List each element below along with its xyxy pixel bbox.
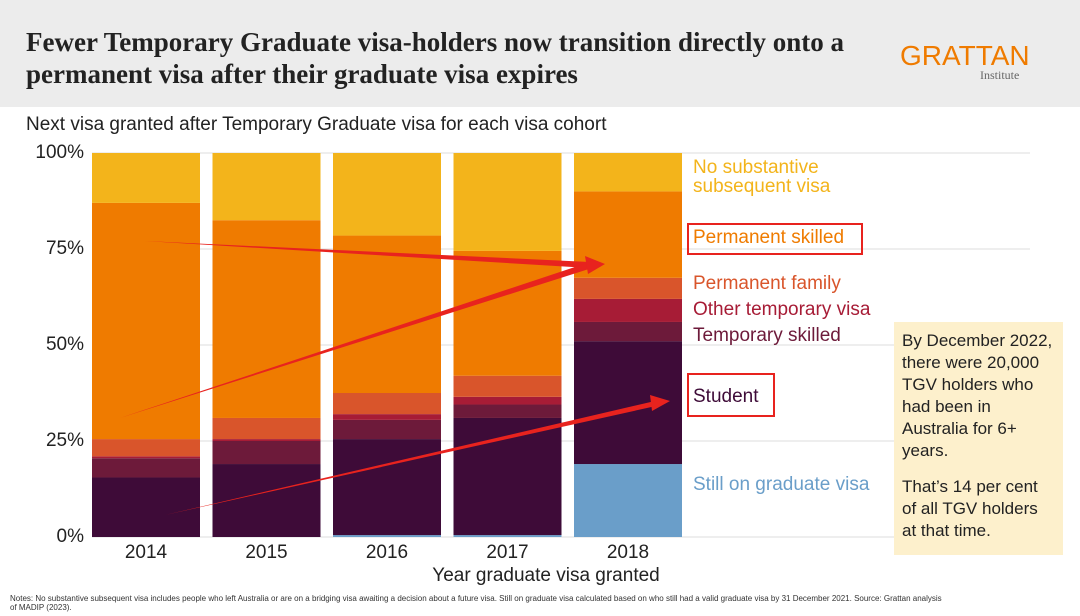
bar-segment xyxy=(453,535,562,537)
annotation: That’s 14 per cent of all TGV holders at… xyxy=(902,477,1038,540)
header-band xyxy=(0,0,1080,107)
y-tick-label: 25% xyxy=(46,430,84,451)
brand-sub: Institute xyxy=(980,68,1020,82)
callouts xyxy=(687,223,863,417)
chart-title: Fewer Temporary Graduate visa-holders no… xyxy=(26,27,844,89)
arrows xyxy=(120,241,670,515)
x-tick-label: 2016 xyxy=(366,542,408,563)
arrow xyxy=(120,262,592,418)
callout-box xyxy=(687,373,775,417)
bar-segment xyxy=(212,441,321,465)
bar-segment xyxy=(453,250,562,376)
bar-segment xyxy=(333,414,441,420)
bar-segment xyxy=(453,396,562,405)
arrow xyxy=(145,241,590,268)
subtitle: Next visa granted after Temporary Gradua… xyxy=(26,114,607,135)
bar-segment xyxy=(574,153,682,192)
arrowhead xyxy=(585,256,605,274)
bar-segment xyxy=(574,464,682,537)
y-tick-label: 0% xyxy=(57,526,85,547)
legend-label: Permanent skilled xyxy=(693,227,845,248)
legend-label: Still on graduate visa xyxy=(693,474,870,495)
bar-segment xyxy=(453,153,562,251)
notes: Notes: No substantive subsequent visa in… xyxy=(10,594,942,612)
bar-segment xyxy=(453,375,562,397)
bar-segment xyxy=(333,235,441,393)
bar-segment xyxy=(92,439,200,457)
x-tick-label: 2015 xyxy=(245,542,287,563)
x-tick-label: 2017 xyxy=(486,542,528,563)
bar-segment xyxy=(212,220,321,418)
bar-segment xyxy=(453,404,562,418)
x-tick-label: 2014 xyxy=(125,542,168,563)
arrowhead xyxy=(650,395,670,411)
bar-segment xyxy=(92,202,200,440)
arrow xyxy=(165,401,656,515)
bar-segment xyxy=(333,419,441,440)
bar-segment xyxy=(212,464,321,537)
bar-segment xyxy=(333,439,441,536)
legend-label: Permanent family xyxy=(693,273,841,294)
bar-segment xyxy=(92,477,200,537)
y-tick-label: 75% xyxy=(46,238,84,259)
bar-segment xyxy=(574,321,682,342)
bar-segment xyxy=(212,153,321,221)
bar-segment xyxy=(574,277,682,299)
brand: GRATTAN xyxy=(900,40,1030,71)
callout-box xyxy=(687,223,863,255)
bar-segment xyxy=(333,393,441,415)
bar-segment xyxy=(92,458,200,478)
bar-segment xyxy=(333,535,441,537)
bar-segment xyxy=(574,298,682,322)
y-tick-label: 100% xyxy=(35,142,84,163)
legend-label: Other temporary visa xyxy=(693,299,871,320)
legend-label: No substantive subsequent visa xyxy=(693,157,831,197)
bar-segment xyxy=(333,153,441,236)
x-tick-label: 2018 xyxy=(607,542,649,563)
annotation-box: By December 2022, there were 20,000 TGV … xyxy=(894,322,1063,555)
legend-label: Student xyxy=(693,386,759,407)
bar-segment xyxy=(212,417,321,440)
bar-segment xyxy=(92,153,200,203)
bar-segment xyxy=(92,456,200,459)
y-tick-label: 50% xyxy=(46,334,84,355)
bar-segment xyxy=(212,439,321,441)
legend-label: Temporary skilled xyxy=(693,325,841,346)
annotation: By December 2022, there were 20,000 TGV … xyxy=(902,331,1053,460)
x-axis-title: Year graduate visa granted xyxy=(432,565,660,586)
